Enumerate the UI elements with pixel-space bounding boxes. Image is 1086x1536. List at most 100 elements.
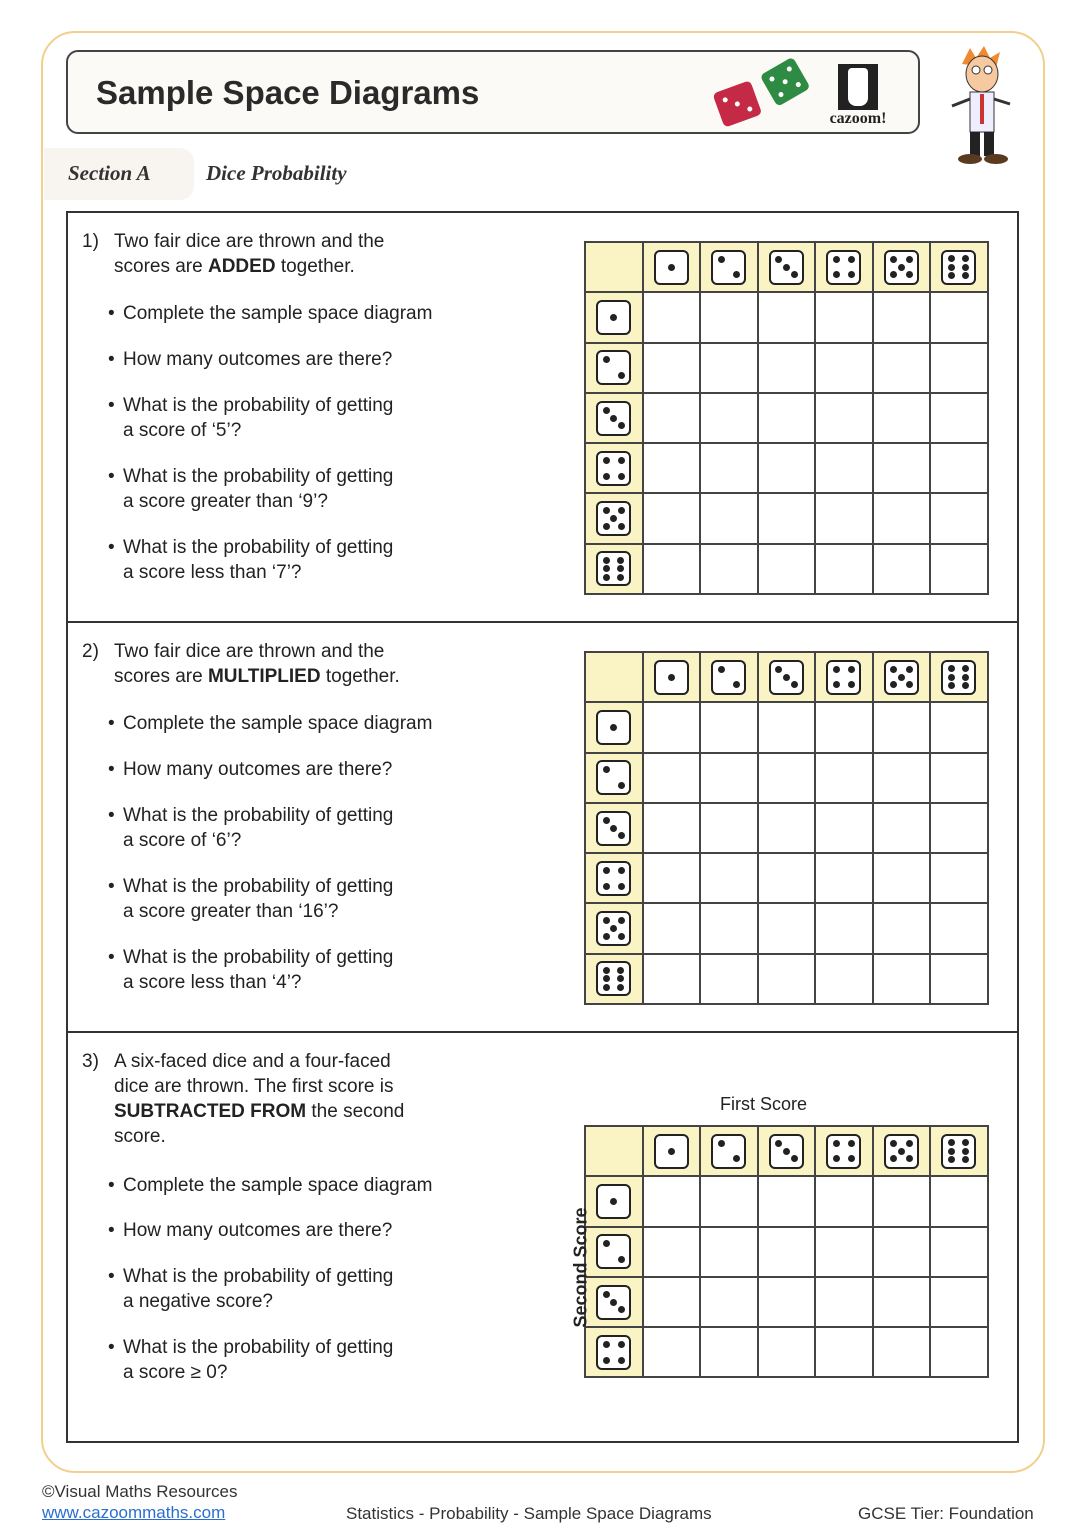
answer-cell[interactable] bbox=[641, 1225, 701, 1278]
answer-cell[interactable] bbox=[929, 492, 989, 545]
answer-cell[interactable] bbox=[929, 442, 989, 495]
answer-cell[interactable] bbox=[699, 442, 759, 495]
answer-cell[interactable] bbox=[641, 801, 701, 855]
answer-cell[interactable] bbox=[756, 902, 816, 955]
footer-link[interactable]: www.cazoommaths.com bbox=[42, 1503, 226, 1522]
answer-cell[interactable] bbox=[641, 291, 701, 344]
answer-cell[interactable] bbox=[699, 492, 759, 545]
pip bbox=[962, 1156, 970, 1164]
answer-cell[interactable] bbox=[814, 902, 874, 955]
answer-cell[interactable] bbox=[699, 701, 759, 754]
answer-cell[interactable] bbox=[871, 1175, 931, 1228]
answer-cell[interactable] bbox=[871, 801, 931, 855]
answer-cell[interactable] bbox=[756, 542, 816, 596]
answer-cell[interactable] bbox=[929, 801, 989, 855]
answer-cell[interactable] bbox=[814, 801, 874, 855]
answer-cell[interactable] bbox=[871, 952, 931, 1006]
answer-cell[interactable] bbox=[871, 902, 931, 955]
answer-cell[interactable] bbox=[699, 852, 759, 905]
answer-cell[interactable] bbox=[929, 1175, 989, 1228]
answer-cell[interactable] bbox=[814, 952, 874, 1006]
answer-cell[interactable] bbox=[641, 902, 701, 955]
answer-cell[interactable] bbox=[756, 442, 816, 495]
answer-cell[interactable] bbox=[929, 701, 989, 754]
answer-cell[interactable] bbox=[814, 442, 874, 495]
answer-cell[interactable] bbox=[699, 1275, 759, 1329]
answer-cell[interactable] bbox=[871, 852, 931, 905]
answer-cell[interactable] bbox=[641, 701, 701, 754]
answer-cell[interactable] bbox=[699, 751, 759, 804]
answer-cell[interactable] bbox=[814, 542, 874, 596]
answer-cell[interactable] bbox=[641, 1175, 701, 1228]
answer-cell[interactable] bbox=[814, 291, 874, 344]
answer-cell[interactable] bbox=[871, 492, 931, 545]
answer-cell[interactable] bbox=[699, 1175, 759, 1228]
answer-cell[interactable] bbox=[814, 852, 874, 905]
answer-cell[interactable] bbox=[699, 341, 759, 394]
answer-cell[interactable] bbox=[814, 1225, 874, 1278]
answer-cell[interactable] bbox=[871, 391, 931, 445]
answer-cell[interactable] bbox=[699, 952, 759, 1006]
answer-cell[interactable] bbox=[699, 801, 759, 855]
answer-cell[interactable] bbox=[756, 751, 816, 804]
answer-cell[interactable] bbox=[756, 801, 816, 855]
answer-cell[interactable] bbox=[929, 1225, 989, 1278]
pip bbox=[905, 665, 913, 673]
answer-cell[interactable] bbox=[699, 391, 759, 445]
answer-cell[interactable] bbox=[641, 952, 701, 1006]
answer-cell[interactable] bbox=[641, 1275, 701, 1329]
answer-cell[interactable] bbox=[814, 1275, 874, 1329]
answer-cell[interactable] bbox=[929, 391, 989, 445]
answer-cell[interactable] bbox=[756, 701, 816, 754]
answer-cell[interactable] bbox=[699, 542, 759, 596]
answer-cell[interactable] bbox=[929, 542, 989, 596]
bullet-text-line2: a score greater than ‘16’? bbox=[123, 901, 339, 922]
answer-cell[interactable] bbox=[871, 542, 931, 596]
answer-cell[interactable] bbox=[929, 291, 989, 344]
answer-cell[interactable] bbox=[871, 1275, 931, 1329]
answer-cell[interactable] bbox=[871, 1225, 931, 1278]
answer-cell[interactable] bbox=[929, 952, 989, 1006]
answer-cell[interactable] bbox=[756, 852, 816, 905]
answer-cell[interactable] bbox=[871, 442, 931, 495]
answer-cell[interactable] bbox=[699, 291, 759, 344]
answer-cell[interactable] bbox=[929, 341, 989, 394]
answer-cell[interactable] bbox=[699, 1326, 759, 1379]
answer-cell[interactable] bbox=[814, 1326, 874, 1379]
answer-cell[interactable] bbox=[871, 291, 931, 344]
answer-cell[interactable] bbox=[756, 1175, 816, 1228]
answer-cell[interactable] bbox=[871, 701, 931, 754]
answer-cell[interactable] bbox=[756, 952, 816, 1006]
answer-cell[interactable] bbox=[641, 751, 701, 804]
answer-cell[interactable] bbox=[929, 751, 989, 804]
answer-cell[interactable] bbox=[756, 492, 816, 545]
answer-cell[interactable] bbox=[641, 442, 701, 495]
answer-cell[interactable] bbox=[756, 1326, 816, 1379]
answer-cell[interactable] bbox=[929, 1326, 989, 1379]
answer-cell[interactable] bbox=[814, 1175, 874, 1228]
answer-cell[interactable] bbox=[641, 1326, 701, 1379]
answer-cell[interactable] bbox=[871, 751, 931, 804]
answer-cell[interactable] bbox=[929, 902, 989, 955]
answer-cell[interactable] bbox=[814, 391, 874, 445]
answer-cell[interactable] bbox=[641, 542, 701, 596]
answer-cell[interactable] bbox=[756, 391, 816, 445]
answer-cell[interactable] bbox=[814, 341, 874, 394]
answer-cell[interactable] bbox=[756, 1225, 816, 1278]
answer-cell[interactable] bbox=[814, 751, 874, 804]
answer-cell[interactable] bbox=[756, 1275, 816, 1329]
answer-cell[interactable] bbox=[641, 391, 701, 445]
answer-cell[interactable] bbox=[756, 341, 816, 394]
answer-cell[interactable] bbox=[641, 492, 701, 545]
answer-cell[interactable] bbox=[814, 492, 874, 545]
answer-cell[interactable] bbox=[871, 1326, 931, 1379]
answer-cell[interactable] bbox=[641, 852, 701, 905]
answer-cell[interactable] bbox=[641, 341, 701, 394]
answer-cell[interactable] bbox=[699, 902, 759, 955]
answer-cell[interactable] bbox=[871, 341, 931, 394]
answer-cell[interactable] bbox=[756, 291, 816, 344]
answer-cell[interactable] bbox=[929, 852, 989, 905]
answer-cell[interactable] bbox=[929, 1275, 989, 1329]
answer-cell[interactable] bbox=[814, 701, 874, 754]
answer-cell[interactable] bbox=[699, 1225, 759, 1278]
